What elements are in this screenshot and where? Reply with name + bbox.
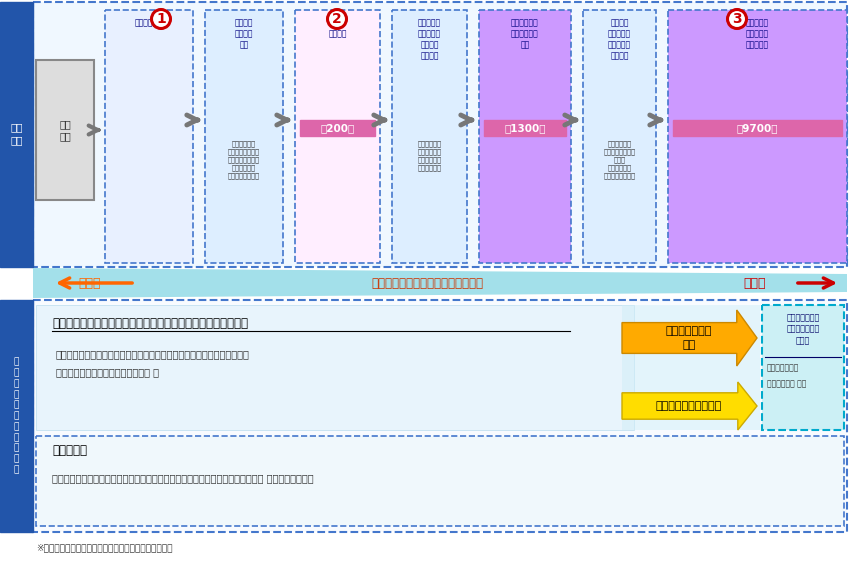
Text: 主に事故の長時
間化を防ぐため
の措置: 主に事故の長時 間化を防ぐため の措置 [786,313,819,346]
Bar [36,305,634,430]
Bar [36,60,94,200]
Bar [33,2,847,267]
Text: その他の小
規模中継局
の送信設備: その他の小 規模中継局 の送信設備 [746,18,769,49]
Bar [0,2,33,267]
Text: 適用を重要局に
拡大: 適用を重要局に 拡大 [666,326,712,350]
Text: 番組
素材: 番組 素材 [59,119,70,141]
Text: その他の
小規模中継
局への中継
回線設備: その他の 小規模中継 局への中継 回線設備 [608,18,631,60]
Bar [484,120,566,136]
Bar [583,10,656,263]
Text: 故障の検出 等〕: 故障の検出 等〕 [767,379,807,388]
Text: 約9700局: 約9700局 [737,123,779,133]
Text: 共通の措置: 共通の措置 [52,444,87,457]
Text: 中継局（プ
ラン局＊）
への中継
回線設備: 中継局（プ ラン局＊） への中継 回線設備 [418,18,441,60]
Polygon shape [33,268,847,298]
Text: 停電対策を全てに適用: 停電対策を全てに適用 [656,401,722,411]
Text: 〔措置の項目：予備機器の設置・切替え、故障の自動検出・運用者への〕: 〔措置の項目：予備機器の設置・切替え、故障の自動検出・運用者への〕 [56,349,250,359]
Text: 設備
構成: 設備 構成 [10,122,23,146]
Text: 番組送出設備: 番組送出設備 [135,18,163,27]
Text: 限定的: 限定的 [744,277,767,289]
Text: 〔措置の項目：: 〔措置の項目： [767,363,800,372]
Bar [479,10,571,263]
Bar [36,436,844,526]
Circle shape [728,10,746,29]
Bar [668,10,847,263]
Polygon shape [622,310,757,366]
Text: ※　基幹放送用周波数使用計画に記載されている中継局: ※ 基幹放送用周波数使用計画に記載されている中継局 [36,544,172,553]
Text: 親局の
送信設備: 親局の 送信設備 [329,18,346,38]
Text: 約200局: 約200局 [320,123,355,133]
Bar [105,10,193,263]
Circle shape [328,10,346,29]
Bar [295,10,380,263]
Bar [622,305,760,430]
Bar [762,305,844,430]
Text: 放送エリア：
県庁所在地周辺あ
るいは広域都市圏
対象世帯数：
数１０万世帯以上: 放送エリア： 県庁所在地周辺あ るいは広域都市圏 対象世帯数： 数１０万世帯以上 [228,140,260,179]
Text: 放送エリア：
山間部等の小規模
な地域
対象世帯数：
概ね数千世帯以下: 放送エリア： 山間部等の小規模 な地域 対象世帯数： 概ね数千世帯以下 [604,140,636,179]
Text: 放送エリア：
中小都市周辺
対象世帯数：
概ね数万世帯: 放送エリア： 中小都市周辺 対象世帯数： 概ね数万世帯 [418,140,441,171]
Text: 〔措置の項目：耐震措置、機器室への立ち入りへの対策、機器の動作環境の維持 等　　　　　　〕: 〔措置の項目：耐震措置、機器室への立ち入りへの対策、機器の動作環境の維持 等 〕 [52,473,313,483]
Bar [673,120,842,136]
Text: 約1300局: 約1300局 [504,123,546,133]
Text: 自動通知、機能確認、停電対策 等: 自動通知、機能確認、停電対策 等 [56,367,159,377]
Text: 【放送の停止等の影響の及ぶ範囲】: 【放送の停止等の影響の及ぶ範囲】 [371,277,483,289]
Text: 安
全
・
信
頼
性
の
技
術
基
準: 安 全 ・ 信 頼 性 の 技 術 基 準 [14,358,20,474]
Text: 中継局（プラ
ン局）の送信
設備: 中継局（プラ ン局）の送信 設備 [511,18,539,49]
Bar [205,10,283,263]
Circle shape [151,10,171,29]
Bar [0,300,33,532]
Text: 親局への
中継回線
設備: 親局への 中継回線 設備 [235,18,253,49]
Bar [392,10,467,263]
Bar [300,120,375,136]
Text: 3: 3 [732,12,742,26]
Polygon shape [622,382,757,430]
Bar [33,300,847,532]
Text: 広範囲: 広範囲 [79,277,101,289]
Text: 2: 2 [332,12,342,26]
Text: 事故を未然に防ぐ、又はそれから直ちに復旧させるための措置: 事故を未然に防ぐ、又はそれから直ちに復旧させるための措置 [52,316,248,329]
Text: 1: 1 [156,12,166,26]
